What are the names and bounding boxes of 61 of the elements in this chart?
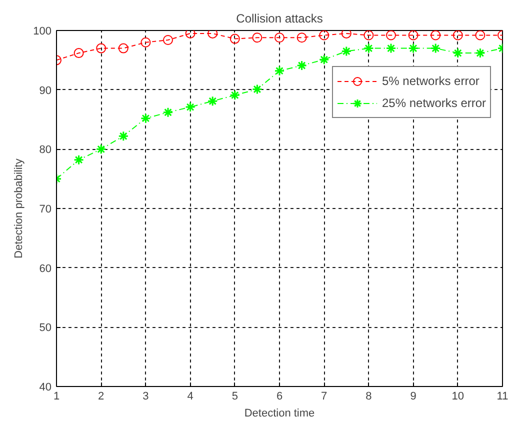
point xyxy=(140,37,151,48)
point xyxy=(74,48,84,58)
point xyxy=(430,30,441,40)
x-tick-label: 7 xyxy=(321,390,328,402)
point xyxy=(96,144,106,154)
point xyxy=(386,30,396,40)
y-tick-label: 50 xyxy=(39,322,52,334)
point xyxy=(185,30,196,38)
point xyxy=(341,46,352,57)
point xyxy=(207,96,218,106)
x-axis-title: Detection time xyxy=(244,408,315,420)
y-tick-label: 90 xyxy=(39,84,52,97)
x-tick-label: 11 xyxy=(496,390,508,402)
point xyxy=(430,43,441,54)
point xyxy=(96,43,106,54)
point xyxy=(230,34,240,44)
point xyxy=(118,130,129,142)
x-tick-label: 6 xyxy=(276,390,283,402)
point xyxy=(185,102,196,112)
point xyxy=(341,30,352,38)
legend-label: 25% networks error xyxy=(382,96,486,110)
y-tick-label: 60 xyxy=(39,262,52,275)
point xyxy=(319,30,330,40)
point xyxy=(140,113,151,124)
point xyxy=(364,30,374,40)
point xyxy=(163,35,173,45)
point xyxy=(230,90,240,100)
legend-label: 5% networks error xyxy=(382,74,480,88)
x-tick-label: 1 xyxy=(53,390,60,402)
point xyxy=(296,32,307,43)
x-tick-label: 2 xyxy=(98,390,104,402)
y-tick-label: 40 xyxy=(39,382,52,394)
y-axis-title: Detection probability xyxy=(13,158,26,258)
y-tick-label: 100 xyxy=(33,26,52,38)
point xyxy=(118,43,128,54)
x-tick-label: 10 xyxy=(452,390,464,402)
point xyxy=(74,154,84,166)
point xyxy=(474,48,486,58)
point xyxy=(208,30,218,38)
point xyxy=(274,66,285,76)
x-tick-label: 4 xyxy=(187,390,194,402)
point xyxy=(363,43,374,54)
y-tick-label: 80 xyxy=(39,144,52,156)
point xyxy=(452,48,464,58)
point xyxy=(252,32,262,43)
point xyxy=(475,30,486,40)
point xyxy=(252,84,262,94)
point xyxy=(408,43,419,54)
x-tick-label: 8 xyxy=(366,390,372,402)
x-tick-label: 3 xyxy=(142,390,149,402)
point xyxy=(318,54,330,65)
x-tick-label: 5 xyxy=(232,390,238,402)
chart-title: Collision attacks xyxy=(236,12,323,26)
point xyxy=(386,43,396,54)
y-tick-label: 70 xyxy=(39,204,52,216)
point xyxy=(296,60,308,71)
point xyxy=(274,32,284,43)
x-tick-label: 9 xyxy=(410,390,416,402)
point xyxy=(162,107,174,118)
point xyxy=(452,30,463,40)
point xyxy=(408,30,418,40)
